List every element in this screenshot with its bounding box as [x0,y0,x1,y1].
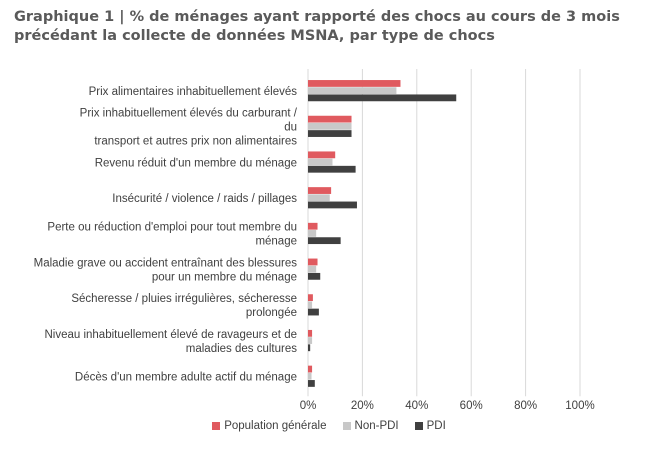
bar [308,272,321,280]
bar [308,165,356,173]
bar [308,87,397,95]
bar [308,372,312,380]
legend-label: Non-PDI [354,420,399,432]
bar [308,365,313,373]
bar [308,94,457,102]
legend: Population générale Non-PDI PDI [0,420,658,432]
legend-item: Population générale [212,420,327,432]
x-tick-label: 100% [565,400,594,412]
category-label: Insécurité / violence / raids / pillages [112,193,297,205]
bar [308,222,318,230]
chart-title: Graphique 1 | % de ménages ayant rapport… [14,9,620,44]
legend-item: Non-PDI [342,420,399,432]
bar [308,301,313,309]
category-label: Revenu réduit d'un membre du ménage [95,157,297,169]
bar [308,265,317,273]
bar [308,329,313,337]
x-tick-label: 20% [351,400,374,412]
bar [308,151,336,159]
bar [308,130,352,137]
legend-swatch [414,422,423,430]
legend-label: Population générale [224,420,327,432]
x-tick-labels: 0% 20% 40% 60% 80% 100% [300,400,595,412]
bars [308,80,457,387]
category-label: Décès d'un membre adulte actif du ménage [75,371,297,383]
bar [308,380,315,387]
category-label: Perte ou réduction d'emploi pour tout me… [47,222,297,248]
bar [308,158,333,166]
bar [308,308,319,316]
category-label: Prix inhabituellement élevés du carburan… [80,108,298,148]
category-label: Maladie grave ou accident entraînant des… [34,257,298,283]
x-tick-label: 40% [405,400,428,412]
x-tick-label: 0% [300,400,317,412]
bar [308,258,318,266]
category-label: Prix alimentaires inhabituellement élevé… [89,86,298,98]
bar [308,122,352,130]
bar [308,337,313,344]
bar [308,230,317,237]
legend-label: PDI [426,420,446,432]
category-label: Sécheresse / pluies irrégulières, sécher… [71,293,297,319]
bar [308,201,357,209]
category-label: Niveau inhabituellement élevé de ravageu… [44,329,297,355]
bar [308,187,332,194]
bar [308,237,341,245]
bar [308,294,313,302]
legend-swatch [342,422,351,430]
category-labels: Prix alimentaires inhabituellement élevé… [34,86,298,384]
x-tick-label: 60% [460,400,483,412]
bar [308,80,401,87]
bar [308,194,330,202]
bar [308,344,311,352]
x-tick-label: 80% [514,400,537,412]
legend-swatch [212,422,221,430]
bar [308,115,352,123]
legend-item: PDI [414,420,446,432]
